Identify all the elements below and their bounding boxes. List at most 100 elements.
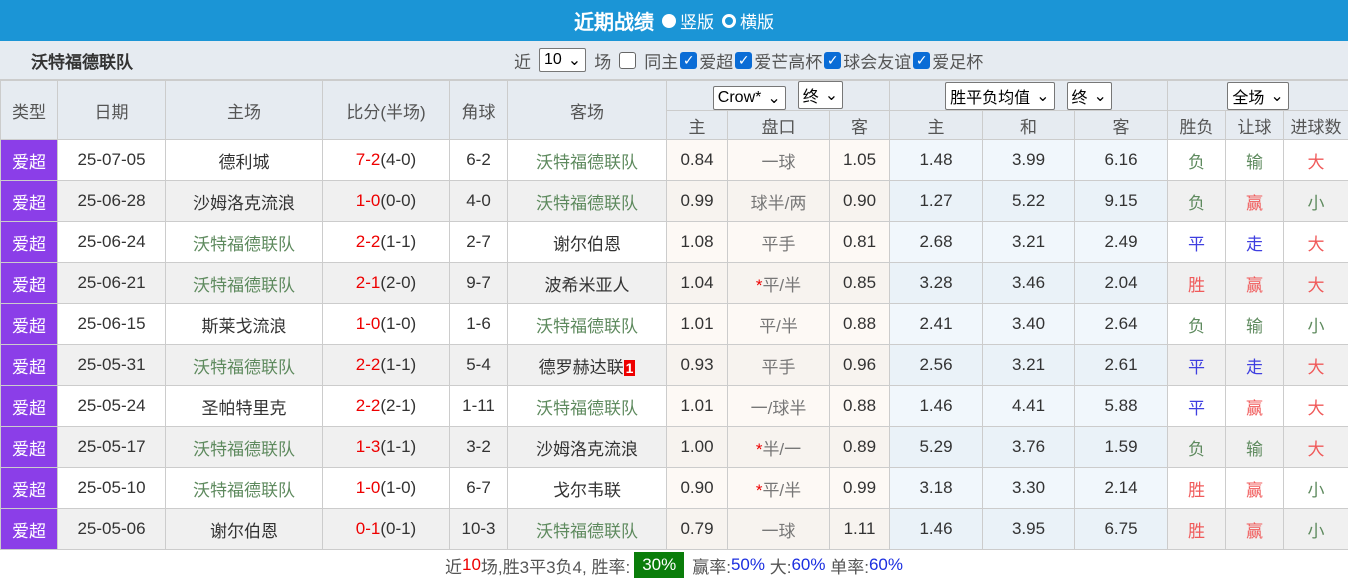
odds-header: Crow*⌄ 终⌄ [667,81,890,111]
avg-win-text: 1.46 [919,519,952,538]
away-team[interactable]: 沃特福德联队 [508,181,667,222]
odds-away: 0.81 [830,222,890,263]
home-team[interactable]: 沃特福德联队 [166,222,323,263]
odds-away: 0.88 [830,304,890,345]
corner-cell-text: 10-3 [461,519,495,538]
odds-away: 0.88 [830,386,890,427]
home-team[interactable]: 沙姆洛克流浪 [166,181,323,222]
away-team[interactable]: 沃特福德联队 [508,304,667,345]
league-cell: 爱超 [1,263,58,304]
away-team[interactable]: 戈尔韦联 [508,468,667,509]
scope-select[interactable]: 全场⌄ [1227,82,1288,110]
avg-select[interactable]: 胜平负均值⌄ [945,82,1054,110]
avg-draw-text: 4.41 [1012,396,1045,415]
odds-away-text: 0.99 [843,478,876,497]
ah-cell: 赢 [1226,468,1284,509]
away-team[interactable]: 沙姆洛克流浪 [508,427,667,468]
layout-horizontal-radio[interactable]: 横版 [718,8,774,33]
home-team[interactable]: 斯莱戈流浪 [166,304,323,345]
page-title: 近期战绩 [574,6,654,35]
handicap-line: 球半/两 [728,181,830,222]
subcol-1: 盘口 [728,111,830,140]
score-cell: 1-0(0-0) [323,181,450,222]
subcol-5: 客 [1075,111,1168,140]
odds-away: 0.89 [830,427,890,468]
avg-header: 胜平负均值⌄终⌄ [890,81,1168,111]
odds-stage-select[interactable]: 终⌄ [798,81,843,109]
away-team[interactable]: 沃特福德联队 [508,509,667,550]
avg-win: 1.46 [890,386,983,427]
date-cell: 25-06-28 [58,181,166,222]
home-team[interactable]: 沃特福德联队 [166,427,323,468]
full-score: 1-0 [356,314,381,333]
home-team[interactable]: 沃特福德联队 [166,345,323,386]
score-cell: 1-3(1-1) [323,427,450,468]
ou-cell: 小 [1284,304,1348,345]
same-host-checkbox[interactable] [619,52,636,69]
col-home: 主场 [166,81,323,140]
ah-cell: 输 [1226,427,1284,468]
away-team[interactable]: 沃特福德联队 [508,386,667,427]
away-team[interactable]: 沃特福德联队 [508,140,667,181]
select-value: 10 [544,51,562,69]
score-cell: 0-1(0-1) [323,509,450,550]
home-team[interactable]: 德利城 [166,140,323,181]
avg-win: 1.46 [890,509,983,550]
league-checkbox-3[interactable]: ✓ [913,52,930,69]
avg-win: 2.41 [890,304,983,345]
avg-stage-select[interactable]: 终⌄ [1067,82,1112,110]
odds-company-select[interactable]: Crow*⌄ [713,86,786,110]
home-team[interactable]: 谢尔伯恩 [166,509,323,550]
score-cell: 2-1(2-0) [323,263,450,304]
date-cell: 25-06-24 [58,222,166,263]
match-count-select[interactable]: 10⌄ [539,48,586,72]
chevron-down-icon: ⌄ [1036,86,1049,106]
avg-loss: 6.16 [1075,140,1168,181]
radio-label: 横版 [740,8,774,33]
layout-vertical-radio[interactable]: 竖版 [658,8,714,33]
home-team[interactable]: 圣帕特里克 [166,386,323,427]
ou-cell: 小 [1284,468,1348,509]
full-score: 2-1 [356,273,381,292]
avg-win-text: 1.46 [919,396,952,415]
full-score: 1-0 [356,478,381,497]
home-team[interactable]: 沃特福德联队 [166,263,323,304]
avg-draw: 3.76 [983,427,1075,468]
odds-away: 1.11 [830,509,890,550]
radio-label: 竖版 [680,8,714,33]
unit-label: 场 [594,48,611,73]
half-score: (1-0) [380,314,416,333]
score-cell: 2-2(1-1) [323,345,450,386]
full-score: 1-3 [356,437,381,456]
select-value: 终 [1072,84,1088,108]
away-team[interactable]: 波希米亚人 [508,263,667,304]
handicap-line: 平/半 [728,304,830,345]
date-cell-text: 25-05-31 [77,355,145,374]
select-value: Crow* [718,89,762,107]
away-team[interactable]: 谢尔伯恩 [508,222,667,263]
league-checkbox-1[interactable]: ✓ [735,52,752,69]
res-cell: 负 [1168,304,1226,345]
avg-loss: 1.59 [1075,427,1168,468]
league-checkbox-0[interactable]: ✓ [680,52,697,69]
away-team-name: 沃特福德联队 [536,194,638,213]
chevron-down-icon: ⌄ [1094,86,1107,106]
home-team[interactable]: 沃特福德联队 [166,468,323,509]
league-checkbox-2[interactable]: ✓ [824,52,841,69]
league-cell: 爱超 [1,140,58,181]
line-text: 一球 [762,522,796,541]
away-team-name: 沃特福德联队 [536,317,638,336]
avg-loss-text: 2.61 [1104,355,1137,374]
avg-draw-text: 3.99 [1012,150,1045,169]
